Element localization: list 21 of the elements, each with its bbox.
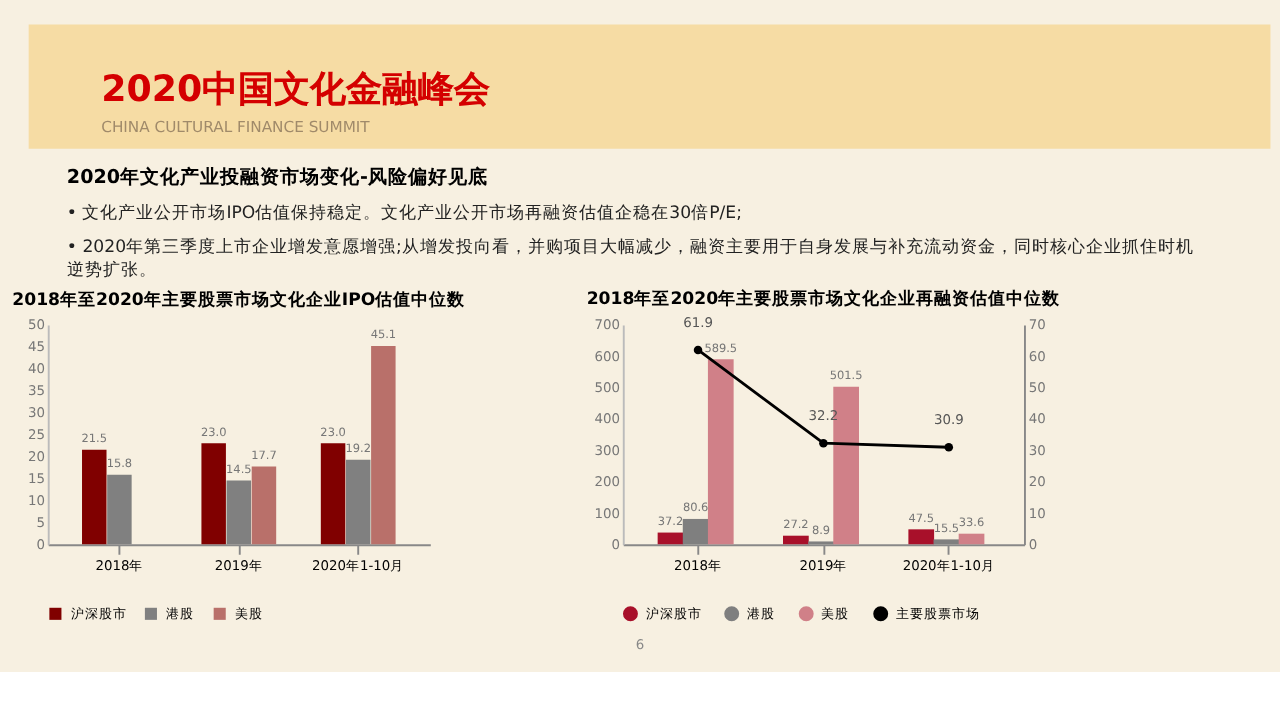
text: 2020年文化产业投融资市场变化-风险偏好见底 [66, 165, 488, 190]
bar [82, 449, 107, 545]
bar [833, 386, 860, 545]
point [944, 442, 954, 452]
bar [707, 359, 734, 545]
text: • 文化产业公开市场IPO估值保持稳定。文化产业公开市场再融资估值企稳在30倍P/E; [66, 201, 742, 224]
bar [657, 532, 684, 545]
bar [201, 443, 226, 545]
point [693, 345, 703, 355]
text: CHINA CULTURAL FINANCE SUMMIT [101, 117, 371, 136]
point [819, 438, 828, 448]
bar [251, 466, 277, 545]
bar [908, 529, 935, 545]
bar [783, 535, 809, 545]
bar [371, 346, 396, 545]
chart-title: 2018年至2020年主要股票市场文化企业IPO估值中位数 [12, 289, 468, 312]
chart-title: 2018年至2020年主要股票市场文化企业再融资估值中位数 [586, 288, 1063, 311]
bar [958, 533, 985, 545]
text: 2020中国文化金融峰会 [101, 69, 493, 112]
bar [320, 443, 346, 545]
text: • 2020年第三季度上市企业增发意愿增强;从增发投向看，并购项目大幅减少，融资主要用于自身发展与补充流动资金，同时核心企业抓住时机逆势扩张。 [66, 235, 1194, 281]
